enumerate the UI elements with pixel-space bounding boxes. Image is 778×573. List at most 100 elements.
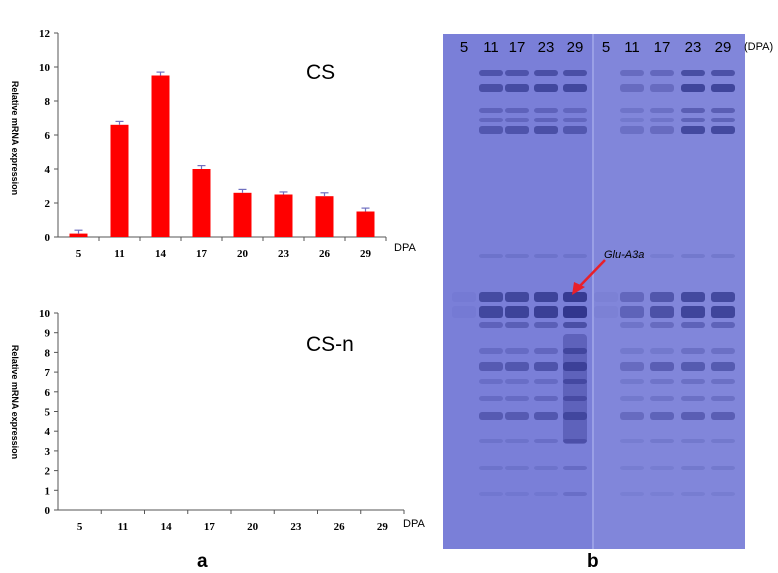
- gel-band: [620, 254, 644, 258]
- bar: [151, 75, 170, 237]
- gel-band: [505, 412, 529, 420]
- gel-band: [452, 306, 476, 318]
- gel-band: [711, 126, 735, 134]
- gel-band: [711, 70, 735, 76]
- gel-band: [711, 254, 735, 258]
- error-bar: [361, 207, 370, 212]
- gel-band: [711, 379, 735, 384]
- gel-band: [650, 306, 674, 318]
- gel-band: [711, 118, 735, 122]
- gel-band: [479, 306, 503, 318]
- gel-band: [563, 396, 587, 401]
- gel-band: [479, 84, 503, 92]
- gel-band: [650, 118, 674, 122]
- gel-band: [563, 439, 587, 443]
- gel-band: [563, 126, 587, 134]
- gel-band: [650, 322, 674, 328]
- x-tick-label: 14: [161, 521, 173, 533]
- x-tick-label: 5: [77, 521, 83, 533]
- panel-a-label: a: [197, 551, 208, 572]
- gel-band: [505, 322, 529, 328]
- gel-band: [711, 412, 735, 420]
- x-tick-label: 26: [319, 248, 331, 260]
- x-tick-label: 11: [114, 248, 124, 260]
- gel-band: [711, 348, 735, 354]
- gel-band: [711, 108, 735, 113]
- y-tick-label: 10: [39, 62, 51, 74]
- gel-band: [711, 306, 735, 318]
- gel-band: [620, 126, 644, 134]
- gel-band: [563, 379, 587, 384]
- bar: [192, 169, 211, 237]
- gel-band: [563, 322, 587, 328]
- gel-band: [594, 292, 618, 302]
- x-tick-label: 11: [118, 521, 128, 533]
- gel-lane-label: 11: [483, 39, 499, 56]
- y-tick-label: 10: [39, 308, 51, 320]
- chart-cs-n-title: CS-n: [306, 333, 354, 356]
- y-tick-label: 8: [45, 96, 51, 108]
- gel-band: [534, 126, 558, 134]
- gel-band: [620, 466, 644, 470]
- chart-cs-n-ylabel: Relative mRNA expression: [10, 345, 20, 459]
- gel-band: [534, 439, 558, 443]
- gel-band: [452, 292, 476, 302]
- gel-band: [534, 466, 558, 470]
- gel-lane-label: 23: [685, 39, 702, 56]
- gel-band: [711, 84, 735, 92]
- gel-band: [650, 108, 674, 113]
- gel-band: [681, 108, 705, 113]
- gel-band: [534, 108, 558, 113]
- gel-band: [505, 254, 529, 258]
- bar: [69, 233, 88, 237]
- gel-band: [711, 322, 735, 328]
- gel-band: [479, 492, 503, 496]
- gel-lane-label: 17: [654, 39, 671, 56]
- gel-band: [681, 439, 705, 443]
- gel-band: [505, 466, 529, 470]
- gel-band: [681, 466, 705, 470]
- gel-band: [711, 292, 735, 302]
- x-tick-label: 20: [237, 248, 249, 260]
- gel-band: [620, 118, 644, 122]
- x-tick-label: 29: [377, 521, 389, 533]
- gel-band: [650, 254, 674, 258]
- gel-band: [563, 492, 587, 496]
- error-bar: [74, 229, 83, 234]
- error-bar: [156, 71, 165, 76]
- gel-lane-label: 11: [624, 39, 640, 56]
- gel-band: [650, 492, 674, 496]
- y-tick-label: 0: [45, 505, 51, 517]
- gel-band: [505, 292, 529, 302]
- gel-band: [620, 322, 644, 328]
- gel-band: [505, 70, 529, 76]
- y-tick-label: 7: [45, 367, 51, 379]
- y-tick-label: 0: [45, 232, 51, 244]
- gel-band: [563, 84, 587, 92]
- gel-band: [650, 348, 674, 354]
- gel-band: [711, 362, 735, 371]
- x-tick-label: 5: [76, 248, 82, 260]
- x-tick-label: 20: [247, 521, 259, 533]
- gel-band: [681, 396, 705, 401]
- gel-band: [505, 84, 529, 92]
- y-tick-label: 9: [45, 328, 51, 340]
- gel-band: [505, 362, 529, 371]
- gel-band: [650, 126, 674, 134]
- y-tick-label: 5: [45, 407, 51, 419]
- gel-band: [650, 70, 674, 76]
- gel-unit-label: (DPA): [744, 41, 774, 53]
- gel-band: [681, 292, 705, 302]
- error-bar: [115, 120, 124, 125]
- gel-band: [534, 292, 558, 302]
- gel-band: [620, 84, 644, 92]
- gel-band: [594, 306, 618, 318]
- y-tick-label: 2: [45, 198, 51, 210]
- gel-band: [479, 118, 503, 122]
- gel-band: [479, 108, 503, 113]
- gel-band: [681, 306, 705, 318]
- gel-band: [479, 254, 503, 258]
- gel-band: [681, 84, 705, 92]
- gel-band: [681, 348, 705, 354]
- gel-band: [534, 322, 558, 328]
